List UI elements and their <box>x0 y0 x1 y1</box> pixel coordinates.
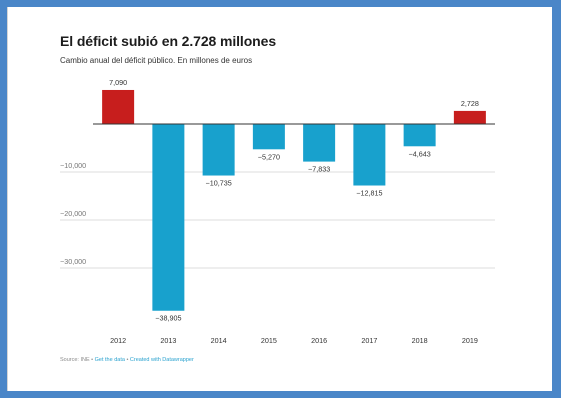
chart-footer: Source: INE • Get the data • Created wit… <box>60 357 194 363</box>
value-label: −10,735 <box>206 179 232 188</box>
chart-subtitle: Cambio anual del déficit público. En mil… <box>60 56 253 65</box>
bar <box>353 124 386 186</box>
x-tick-label: 2019 <box>462 336 478 345</box>
footer-separator: • <box>89 357 95 363</box>
bar <box>252 124 285 150</box>
datawrapper-link[interactable]: Created with Datawrapper <box>129 357 194 363</box>
bar <box>202 124 235 176</box>
x-tick-label: 2013 <box>160 336 176 345</box>
bar <box>102 89 135 124</box>
get-data-link[interactable]: Get the data <box>94 357 125 363</box>
x-tick-label: 2016 <box>311 336 327 345</box>
bar <box>303 124 336 162</box>
chart-card <box>7 7 552 391</box>
footer-separator: • <box>124 357 130 363</box>
value-label: −5,270 <box>258 152 280 161</box>
y-tick-label: −30,000 <box>60 257 86 266</box>
x-tick-label: 2017 <box>361 336 377 345</box>
y-tick-label: −20,000 <box>60 209 86 218</box>
x-tick-label: 2014 <box>211 336 227 345</box>
value-label: −4,643 <box>409 149 431 158</box>
value-label: −12,815 <box>356 189 382 198</box>
bar <box>403 124 436 147</box>
bar <box>453 110 486 124</box>
value-label: 7,090 <box>109 78 127 87</box>
value-label: 2,728 <box>461 99 479 108</box>
y-tick-label: −10,000 <box>60 161 86 170</box>
value-label: −38,905 <box>155 314 181 323</box>
x-tick-label: 2018 <box>412 336 428 345</box>
source-label: Source: INE <box>60 357 90 363</box>
bar <box>152 124 185 311</box>
value-label: −7,833 <box>308 165 330 174</box>
x-tick-label: 2012 <box>110 336 126 345</box>
x-tick-label: 2015 <box>261 336 277 345</box>
chart-title: El déficit subió en 2.728 millones <box>60 33 276 49</box>
